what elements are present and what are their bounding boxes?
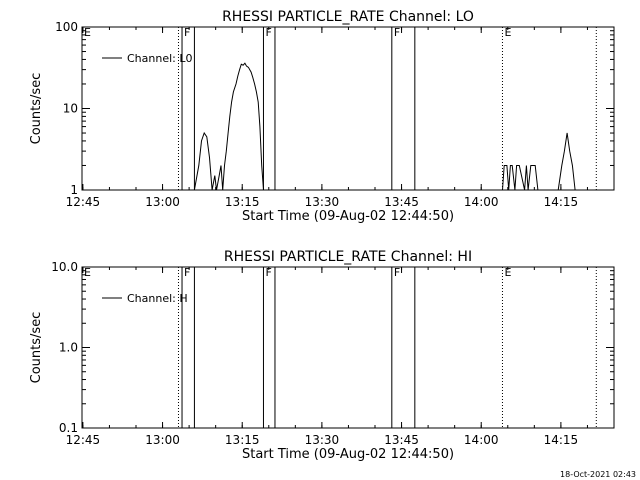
x-tick-label: 13:00 bbox=[145, 433, 180, 447]
flag-label: F bbox=[265, 26, 271, 39]
x-tick-label: 13:30 bbox=[305, 433, 340, 447]
x-tick-label: 14:00 bbox=[464, 195, 499, 209]
series-line bbox=[502, 165, 539, 191]
chart-title: RHESSI PARTICLE_RATE Channel: LO bbox=[222, 9, 474, 25]
x-tick-label: 12:45 bbox=[66, 433, 101, 447]
x-axis-label: Start Time (09-Aug-02 12:44:50) bbox=[242, 447, 454, 462]
y-axis-label: Counts/sec bbox=[29, 73, 44, 145]
legend-label: Channel: L0 bbox=[127, 52, 193, 65]
y-tick-label: 1 bbox=[70, 183, 78, 197]
x-axis-label: Start Time (09-Aug-02 12:44:50) bbox=[242, 209, 454, 224]
x-tick-label: 13:15 bbox=[225, 433, 260, 447]
x-tick-label: 12:45 bbox=[66, 195, 101, 209]
chart-panel-1: RHESSI PARTICLE_RATE Channel: LO 12:45 13:… bbox=[29, 9, 615, 224]
flag-label: E bbox=[504, 26, 511, 39]
y-tick-label: 10.0 bbox=[51, 260, 78, 274]
x-tick-label: 14:00 bbox=[464, 433, 499, 447]
y-tick-label: 0.1 bbox=[59, 421, 78, 435]
x-tick-label: 13:15 bbox=[225, 195, 260, 209]
y-tick-label: 100 bbox=[55, 20, 78, 34]
series-line bbox=[557, 132, 576, 191]
x-tick-label: 14:15 bbox=[544, 195, 579, 209]
chart-title: RHESSI PARTICLE_RATE Channel: HI bbox=[224, 249, 472, 265]
x-tick-label: 14:15 bbox=[544, 433, 579, 447]
flag-label: F bbox=[184, 26, 190, 39]
flag-label: E bbox=[84, 266, 91, 279]
series-line bbox=[193, 62, 264, 191]
legend-label: Channel: H bbox=[127, 292, 188, 305]
x-tick-label: 13:30 bbox=[305, 195, 340, 209]
flag-label: E bbox=[504, 266, 511, 279]
flag-label: F bbox=[394, 266, 400, 279]
y-tick-label: 1.0 bbox=[59, 341, 78, 355]
chart-panel-2: RHESSI PARTICLE_RATE Channel: HI 12:45 13:… bbox=[29, 249, 615, 462]
flag-label: F bbox=[265, 266, 271, 279]
flag-label: F bbox=[394, 26, 400, 39]
x-tick-label: 13:45 bbox=[384, 195, 419, 209]
y-tick-label: 10 bbox=[63, 102, 78, 116]
flag-label: F bbox=[184, 266, 190, 279]
timestamp-label: 18-Oct-2021 02:43 bbox=[560, 470, 636, 479]
y-axis-label: Counts/sec bbox=[29, 312, 44, 384]
x-tick-label: 13:00 bbox=[145, 195, 180, 209]
flag-label: E bbox=[84, 26, 91, 39]
x-tick-label: 13:45 bbox=[384, 433, 419, 447]
